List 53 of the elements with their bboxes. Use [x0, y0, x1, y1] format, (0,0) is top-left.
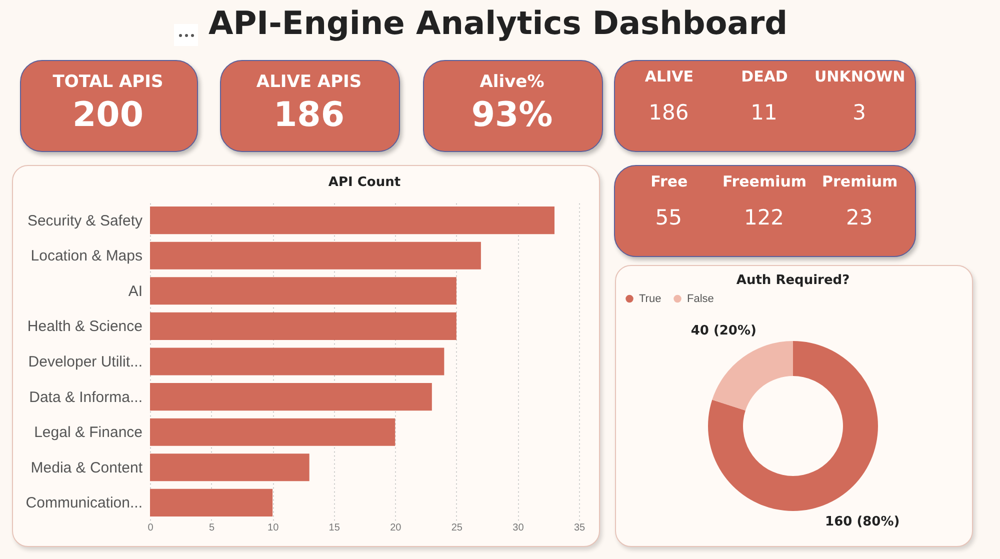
category-label: Freemium: [722, 172, 807, 190]
bar: [150, 454, 310, 482]
data-label: 160 (80%): [825, 514, 900, 530]
data-label: 40 (20%): [690, 324, 756, 339]
y-tick-label: Legal & Finance: [34, 424, 142, 442]
data-label: 23: [846, 206, 873, 230]
legend-label: False: [687, 292, 714, 305]
text: 93%: [471, 95, 553, 135]
text: Alive%: [480, 72, 544, 92]
x-tick-label: 10: [268, 522, 280, 534]
y-tick-label: Location & Maps: [30, 248, 142, 265]
bar: [150, 383, 432, 411]
bar: [150, 242, 481, 270]
category-label: UNKNOWN: [814, 68, 906, 86]
text: ALIVE APIS: [256, 72, 362, 92]
bar: [150, 488, 273, 516]
bar: [150, 312, 456, 340]
bar: [150, 277, 456, 305]
y-tick-label: Health & Science: [27, 318, 142, 336]
bar: [150, 206, 554, 234]
donut-slice: [712, 341, 793, 411]
y-tick-label: Data & Informa...: [29, 388, 142, 406]
chart-title: Auth Required?: [736, 273, 850, 288]
x-tick-label: 15: [328, 522, 340, 534]
data-label: 122: [744, 206, 784, 230]
y-tick-label: Media & Content: [30, 459, 144, 476]
legend-label: True: [639, 292, 662, 305]
chart-title: API Count: [328, 175, 401, 190]
y-tick-label: AI: [128, 282, 142, 300]
data-label: 3: [852, 100, 866, 124]
y-tick-label: Communication...: [26, 494, 142, 512]
text: 200: [72, 95, 144, 135]
category-label: ALIVE: [644, 68, 694, 86]
bar: [150, 348, 444, 376]
data-label: 55: [655, 206, 682, 230]
category-label: DEAD: [741, 68, 788, 86]
x-tick-label: 30: [512, 522, 524, 534]
donut-slice: [708, 341, 878, 511]
text: TOTAL APIS: [52, 72, 164, 92]
x-tick-label: 25: [451, 522, 463, 534]
x-tick-label: 5: [209, 522, 216, 534]
category-label: Premium: [822, 172, 898, 190]
data-label: 186: [648, 100, 689, 124]
data-label: 11: [750, 100, 778, 124]
y-tick-label: Developer Utilit...: [28, 354, 142, 370]
x-tick-label: 35: [574, 522, 586, 534]
x-tick-label: 0: [148, 522, 154, 534]
text: API-Engine Analytics Dashboard: [208, 4, 788, 42]
category-label: Free: [650, 172, 688, 190]
y-tick-label: Security & Safety: [27, 212, 143, 230]
x-tick-label: 20: [390, 522, 402, 534]
bar: [150, 418, 396, 446]
text: 186: [274, 95, 344, 135]
